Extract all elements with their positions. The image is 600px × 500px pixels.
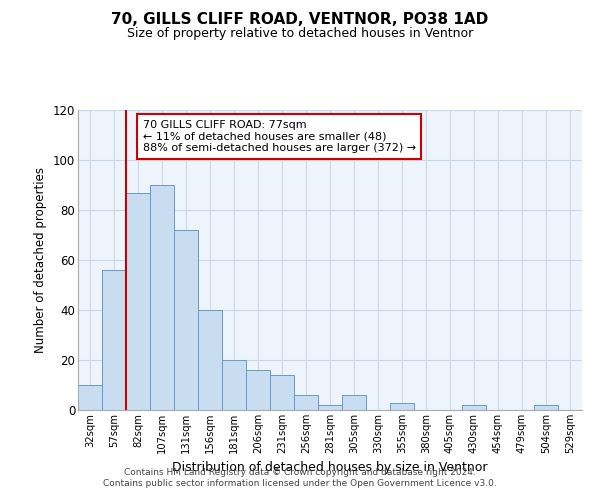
Bar xyxy=(78,385,102,410)
Bar xyxy=(270,375,294,410)
Bar xyxy=(534,405,558,410)
Text: 70 GILLS CLIFF ROAD: 77sqm
← 11% of detached houses are smaller (48)
88% of semi: 70 GILLS CLIFF ROAD: 77sqm ← 11% of deta… xyxy=(143,120,416,153)
Bar xyxy=(174,230,198,410)
Bar xyxy=(462,405,486,410)
Y-axis label: Number of detached properties: Number of detached properties xyxy=(34,167,47,353)
Text: Size of property relative to detached houses in Ventnor: Size of property relative to detached ho… xyxy=(127,28,473,40)
Text: 70, GILLS CLIFF ROAD, VENTNOR, PO38 1AD: 70, GILLS CLIFF ROAD, VENTNOR, PO38 1AD xyxy=(112,12,488,28)
Bar xyxy=(294,395,318,410)
Bar xyxy=(222,360,246,410)
Text: Contains HM Land Registry data © Crown copyright and database right 2024.
Contai: Contains HM Land Registry data © Crown c… xyxy=(103,468,497,487)
Bar xyxy=(246,370,270,410)
Bar xyxy=(126,192,150,410)
Bar xyxy=(318,405,342,410)
Bar xyxy=(102,270,126,410)
X-axis label: Distribution of detached houses by size in Ventnor: Distribution of detached houses by size … xyxy=(172,462,488,474)
Bar xyxy=(150,185,174,410)
Bar xyxy=(390,402,414,410)
Bar xyxy=(342,395,366,410)
Bar xyxy=(198,310,222,410)
